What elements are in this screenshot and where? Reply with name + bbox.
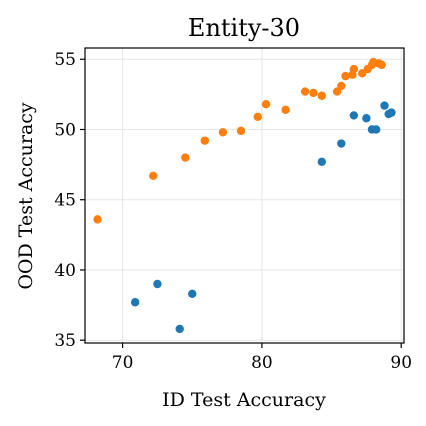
data-point [253, 112, 262, 122]
y-tick-label: 55 [54, 50, 76, 70]
x-axis-label: ID Test Accuracy [162, 389, 326, 411]
y-axis-label: OOD Test Accuracy [15, 102, 37, 290]
data-point [300, 87, 310, 96]
data-point [349, 111, 359, 120]
data-point [317, 91, 327, 100]
data-point [181, 153, 190, 162]
data-point [341, 71, 350, 81]
y-tick-label: 50 [54, 120, 76, 140]
data-point [93, 215, 102, 224]
chart-title: Entity-30 [188, 14, 300, 42]
data-point [377, 60, 386, 70]
axis-ticks: 70 80 90 35 40 45 50 55 [54, 50, 412, 373]
y-tick-label: 45 [54, 191, 76, 211]
data-point [317, 157, 327, 166]
data-point [309, 88, 318, 98]
data-point [261, 99, 271, 109]
data-point [188, 289, 197, 299]
data-points [93, 57, 396, 334]
plot-frame [84, 47, 405, 344]
data-point [337, 139, 346, 148]
data-point [337, 81, 346, 91]
data-point [200, 136, 209, 145]
data-point [153, 279, 162, 289]
data-point [371, 125, 381, 134]
data-point [281, 105, 290, 115]
data-point [349, 64, 359, 74]
data-point [362, 114, 371, 123]
data-point [149, 171, 158, 181]
data-point [236, 126, 246, 136]
data-point [380, 101, 389, 110]
data-point [218, 128, 228, 137]
data-point [387, 108, 396, 117]
x-tick-label: 70 [112, 353, 134, 373]
y-tick-label: 35 [54, 331, 76, 351]
data-point [130, 298, 140, 307]
data-point [175, 324, 184, 334]
x-tick-label: 90 [390, 353, 412, 373]
x-tick-label: 80 [251, 353, 273, 373]
y-tick-label: 40 [54, 261, 76, 281]
